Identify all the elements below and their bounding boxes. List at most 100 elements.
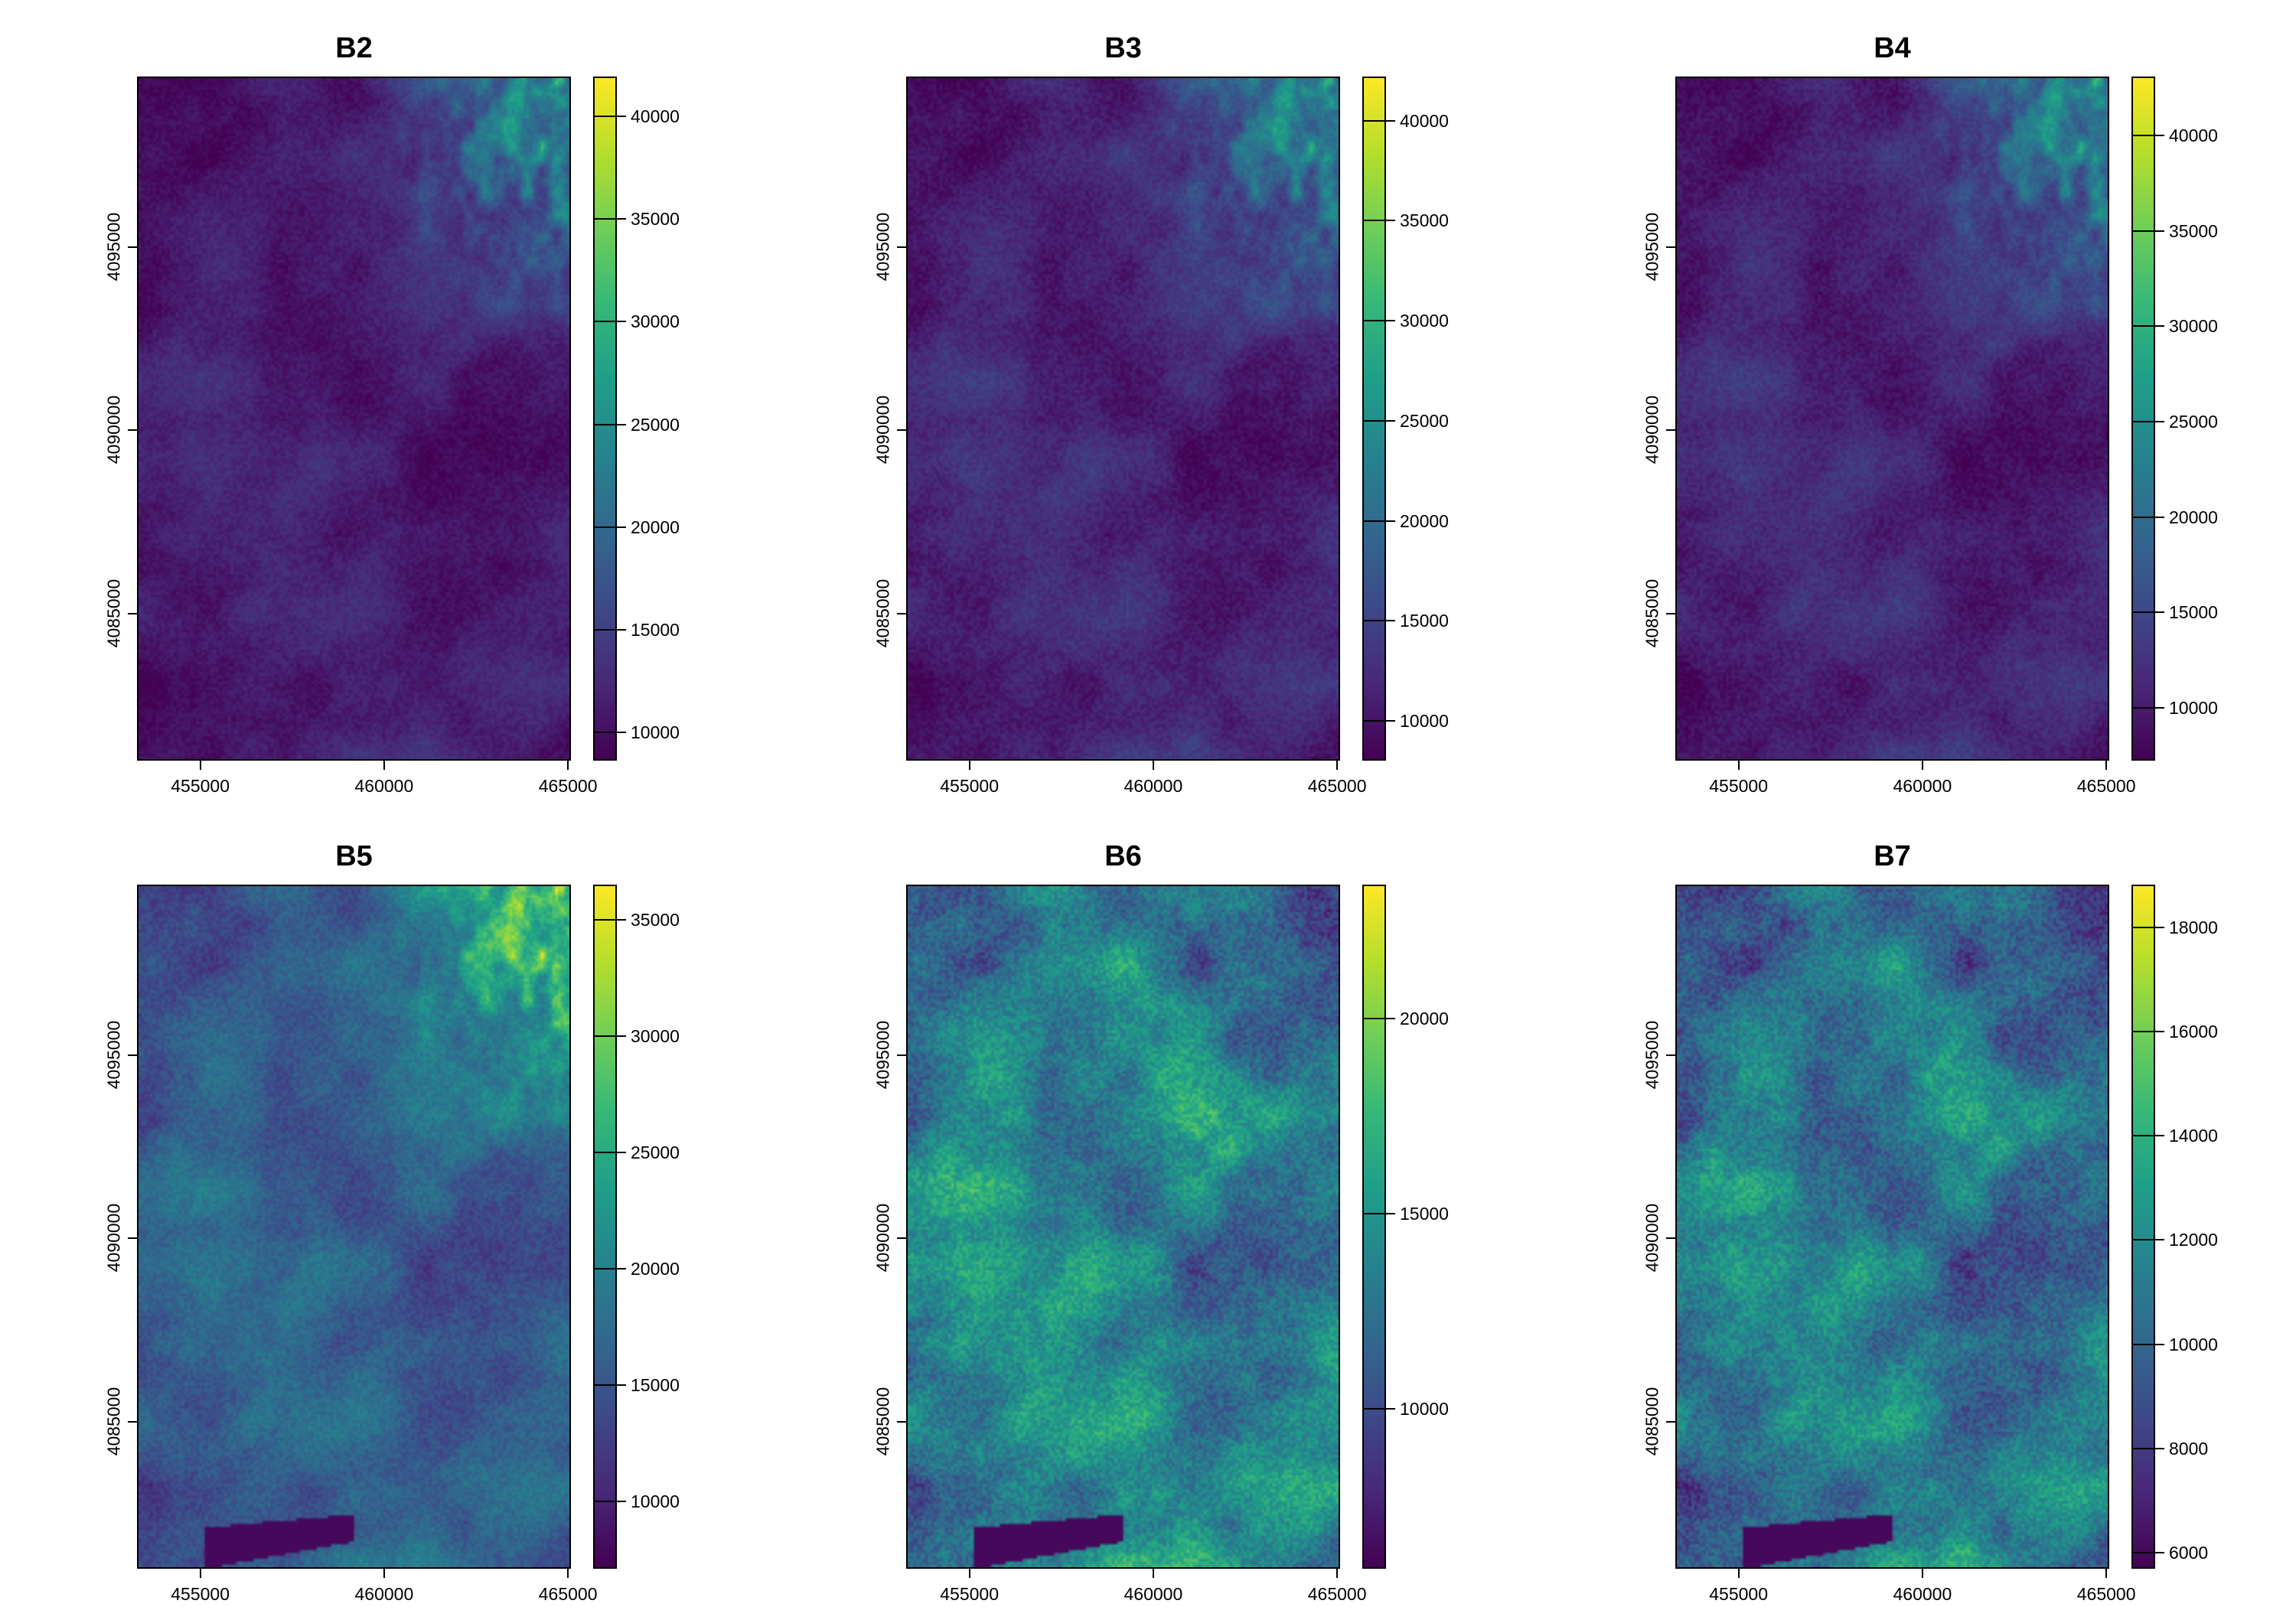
colorbar-tick bbox=[2131, 1239, 2164, 1241]
colorbar-tick-label: 10000 bbox=[1400, 711, 1449, 732]
colorbar-tick-label: 35000 bbox=[2169, 220, 2218, 241]
colorbar-tick bbox=[2131, 706, 2164, 709]
colorbar bbox=[593, 77, 617, 761]
colorbar-tick-label: 30000 bbox=[1400, 311, 1449, 331]
x-tick-label: 465000 bbox=[538, 1584, 598, 1604]
colorbar bbox=[593, 885, 617, 1569]
y-tick bbox=[1666, 246, 1675, 248]
colorbar-tick bbox=[2131, 1343, 2164, 1345]
colorbar-tick bbox=[593, 1500, 626, 1502]
y-tick bbox=[897, 429, 906, 432]
colorbar-tick-label: 20000 bbox=[1400, 1008, 1449, 1028]
y-tick-label: 4085000 bbox=[103, 1387, 124, 1456]
x-tick bbox=[383, 761, 385, 770]
y-tick bbox=[128, 1421, 137, 1423]
colorbar-tick-label: 18000 bbox=[2169, 917, 2218, 937]
colorbar-tick bbox=[2131, 230, 2164, 232]
y-tick bbox=[897, 613, 906, 615]
panel-title: B3 bbox=[1104, 32, 1142, 64]
raster-image bbox=[1677, 78, 2108, 759]
panel-title: B2 bbox=[335, 32, 373, 64]
colorbar-tick bbox=[2131, 611, 2164, 614]
x-tick-label: 460000 bbox=[1124, 1584, 1183, 1604]
y-tick bbox=[128, 1054, 137, 1056]
colorbar-tick-label: 6000 bbox=[2169, 1542, 2209, 1563]
y-tick bbox=[1666, 613, 1675, 615]
colorbar-tick-label: 15000 bbox=[631, 620, 680, 641]
colorbar-tick bbox=[593, 1151, 626, 1153]
colorbar bbox=[1362, 77, 1386, 761]
panel-title: B7 bbox=[1874, 840, 1911, 872]
x-tick-label: 455000 bbox=[171, 1584, 230, 1604]
colorbar-tick bbox=[593, 1384, 626, 1386]
y-tick-label: 4095000 bbox=[103, 1020, 124, 1089]
y-tick bbox=[1666, 1054, 1675, 1056]
colorbar-tick-label: 20000 bbox=[631, 1258, 680, 1279]
colorbar-tick bbox=[2131, 926, 2164, 928]
raster-plot bbox=[137, 77, 571, 761]
x-tick bbox=[567, 1569, 569, 1578]
x-tick bbox=[1336, 761, 1339, 770]
colorbar-tick bbox=[2131, 420, 2164, 422]
colorbar-tick-label: 30000 bbox=[2169, 316, 2218, 337]
x-tick-label: 465000 bbox=[2076, 776, 2136, 796]
y-tick bbox=[128, 1237, 137, 1240]
colorbar-tick-label: 10000 bbox=[631, 1491, 680, 1511]
y-tick-label: 4085000 bbox=[872, 579, 893, 648]
raster-image bbox=[908, 886, 1339, 1567]
colorbar-tick-label: 20000 bbox=[1400, 510, 1449, 531]
x-tick bbox=[1152, 1569, 1154, 1578]
x-tick bbox=[1737, 1569, 1740, 1578]
colorbar-tick-label: 8000 bbox=[2169, 1438, 2209, 1459]
x-tick-label: 460000 bbox=[354, 776, 414, 796]
y-tick-label: 4090000 bbox=[103, 1204, 124, 1273]
x-tick-label: 455000 bbox=[171, 776, 230, 796]
colorbar-tick-label: 30000 bbox=[631, 311, 680, 332]
y-tick-label: 4095000 bbox=[1642, 1020, 1662, 1089]
y-tick bbox=[897, 246, 906, 248]
colorbar-tick bbox=[2131, 325, 2164, 328]
y-tick-label: 4085000 bbox=[103, 579, 124, 648]
y-tick-label: 4085000 bbox=[872, 1387, 893, 1456]
colorbar-tick-label: 10000 bbox=[2169, 1334, 2218, 1354]
colorbar-tick bbox=[593, 218, 626, 220]
colorbar-tick-label: 40000 bbox=[2169, 125, 2218, 145]
colorbar-tick-label: 10000 bbox=[631, 722, 680, 743]
raster-image bbox=[139, 886, 569, 1567]
x-tick bbox=[567, 761, 569, 770]
panel-title: B6 bbox=[1104, 840, 1142, 872]
colorbar-tick-label: 20000 bbox=[2169, 507, 2218, 527]
colorbar-tick-label: 16000 bbox=[2169, 1022, 2218, 1041]
colorbar-tick-label: 25000 bbox=[631, 1142, 680, 1162]
colorbar-tick bbox=[593, 321, 626, 323]
colorbar-tick bbox=[1362, 720, 1395, 722]
colorbar-tick bbox=[1362, 1407, 1395, 1410]
colorbar-tick bbox=[2131, 1447, 2164, 1449]
colorbar-tick bbox=[1362, 520, 1395, 522]
colorbar-tick-label: 35000 bbox=[1400, 210, 1449, 231]
x-tick bbox=[1336, 1569, 1339, 1578]
colorbar-tick-label: 15000 bbox=[2169, 602, 2218, 623]
x-tick-label: 465000 bbox=[1307, 1584, 1367, 1604]
x-tick bbox=[199, 761, 201, 770]
x-tick-label: 465000 bbox=[538, 776, 598, 796]
raster-plot bbox=[906, 77, 1340, 761]
x-tick-label: 460000 bbox=[1124, 776, 1183, 796]
x-tick-label: 460000 bbox=[1893, 776, 1952, 796]
raster-plot bbox=[137, 885, 571, 1569]
colorbar-tick bbox=[593, 526, 626, 528]
colorbar-tick bbox=[1362, 620, 1395, 622]
panel-title: B4 bbox=[1874, 32, 1911, 64]
x-tick bbox=[383, 1569, 385, 1578]
colorbar-tick bbox=[1362, 1017, 1395, 1019]
y-tick bbox=[897, 1237, 906, 1240]
y-tick-label: 4090000 bbox=[103, 396, 124, 464]
raster-image bbox=[908, 78, 1339, 759]
colorbar-tick-label: 25000 bbox=[631, 414, 680, 435]
y-tick bbox=[897, 1054, 906, 1056]
colorbar-tick bbox=[1362, 419, 1395, 422]
y-tick-label: 4090000 bbox=[872, 396, 893, 464]
colorbar bbox=[2131, 77, 2155, 761]
y-tick-label: 4085000 bbox=[1642, 1387, 1662, 1456]
colorbar-tick bbox=[2131, 516, 2164, 518]
